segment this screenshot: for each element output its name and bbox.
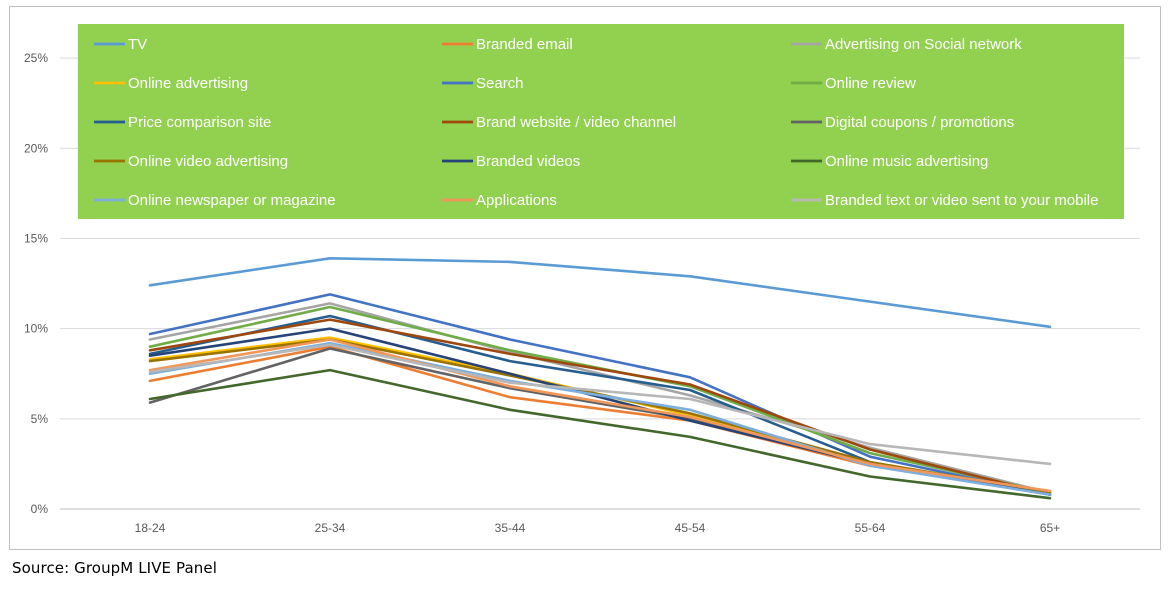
- legend-label: Online video advertising: [128, 153, 288, 170]
- legend-label: Price comparison site: [128, 114, 271, 131]
- legend-label: Online review: [825, 75, 916, 92]
- series-line: [148, 338, 1052, 493]
- series-line: [148, 343, 1052, 466]
- legend-label: Branded email: [476, 36, 573, 53]
- y-tick-label: 25%: [24, 51, 48, 65]
- series-line: [148, 256, 1052, 329]
- legend-label: Digital coupons / promotions: [825, 114, 1014, 131]
- legend-label: Branded videos: [476, 153, 580, 170]
- x-tick-label: 18-24: [135, 521, 166, 535]
- y-tick-label: 10%: [24, 322, 48, 336]
- x-axis-tick-labels: 18-24 25-34 35-44 45-54 55-64 65+: [135, 521, 1061, 535]
- series-line: [148, 318, 1052, 496]
- y-tick-label: 20%: [24, 141, 48, 155]
- series-line: [148, 368, 1052, 500]
- legend-label: Online advertising: [128, 75, 248, 92]
- series-line: [148, 302, 1052, 495]
- x-tick-label: 55-64: [855, 521, 886, 535]
- series-lines: [148, 256, 1052, 500]
- legend-label: Applications: [476, 192, 557, 209]
- source-note: Source: GroupM LIVE Panel: [12, 559, 217, 577]
- y-tick-label: 0%: [31, 502, 49, 516]
- x-tick-label: 25-34: [315, 521, 346, 535]
- x-tick-label: 65+: [1040, 521, 1060, 535]
- legend-label: Branded text or video sent to your mobil…: [825, 192, 1099, 209]
- legend-background: [78, 24, 1124, 219]
- y-tick-label: 15%: [24, 231, 48, 245]
- x-tick-label: 35-44: [495, 521, 526, 535]
- series-line: [148, 293, 1052, 496]
- y-tick-label: 5%: [31, 412, 49, 426]
- legend-label: Advertising on Social network: [825, 36, 1022, 53]
- legend-label: Search: [476, 75, 524, 92]
- legend-label: TV: [128, 36, 147, 53]
- legend-label: Online music advertising: [825, 153, 988, 170]
- legend-label: Brand website / video channel: [476, 114, 676, 131]
- legend-label: Online newspaper or magazine: [128, 192, 336, 209]
- line-chart: 0% 5% 10% 15% 20% 25% 18-24 25-34 35-44 45-54 55-…: [24, 24, 1140, 535]
- y-axis-tick-labels: 0% 5% 10% 15% 20% 25%: [24, 51, 48, 516]
- x-tick-label: 45-54: [675, 521, 706, 535]
- legend: TV Branded email Advertising on Social net…: [78, 24, 1124, 219]
